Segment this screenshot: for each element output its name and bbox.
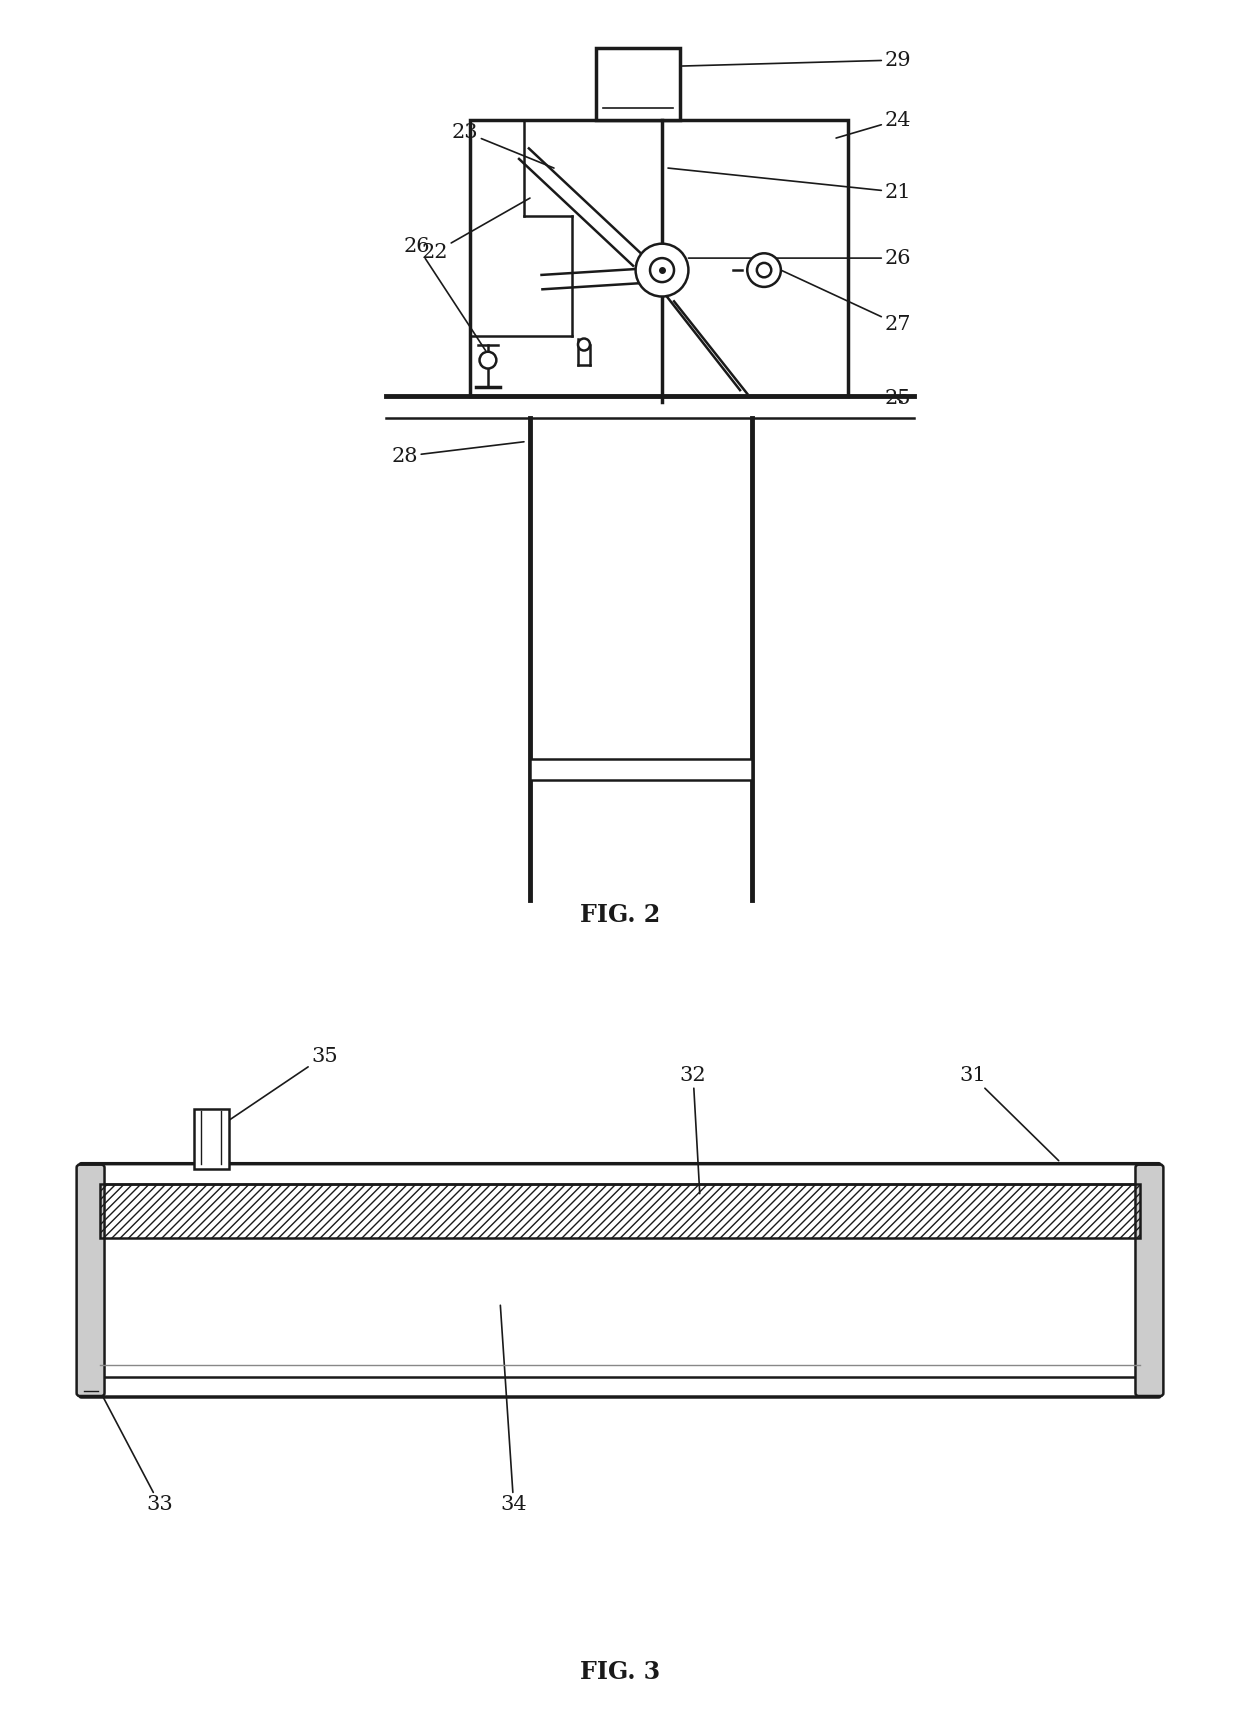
Circle shape	[636, 244, 688, 297]
Text: 35: 35	[228, 1047, 337, 1120]
Bar	[195, 1108, 229, 1169]
Text: 31: 31	[959, 1066, 1059, 1160]
Text: 27: 27	[781, 271, 910, 333]
FancyBboxPatch shape	[77, 1165, 104, 1396]
Text: 28: 28	[392, 442, 525, 466]
Text: 24: 24	[836, 111, 910, 139]
Circle shape	[480, 352, 496, 369]
Text: 21: 21	[668, 168, 910, 201]
Text: 29: 29	[682, 50, 910, 69]
Text: FIG. 3: FIG. 3	[580, 1659, 660, 1684]
Circle shape	[650, 258, 675, 283]
FancyBboxPatch shape	[79, 1164, 1161, 1398]
Bar	[99, 1184, 1141, 1238]
Bar	[470, 120, 848, 395]
Bar	[529, 759, 751, 780]
Text: 22: 22	[422, 198, 529, 262]
Circle shape	[578, 338, 590, 350]
Text: FIG. 2: FIG. 2	[580, 903, 660, 926]
Circle shape	[748, 253, 781, 286]
Text: 25: 25	[884, 388, 910, 407]
Text: 32: 32	[680, 1066, 707, 1193]
Text: 34: 34	[501, 1306, 527, 1514]
Text: 26: 26	[688, 248, 910, 267]
Text: 33: 33	[92, 1375, 174, 1514]
Text: 26: 26	[404, 236, 486, 350]
Text: 23: 23	[451, 123, 554, 168]
Bar	[596, 49, 680, 120]
FancyBboxPatch shape	[1136, 1165, 1163, 1396]
Bar	[99, 1184, 1141, 1377]
Circle shape	[756, 264, 771, 277]
